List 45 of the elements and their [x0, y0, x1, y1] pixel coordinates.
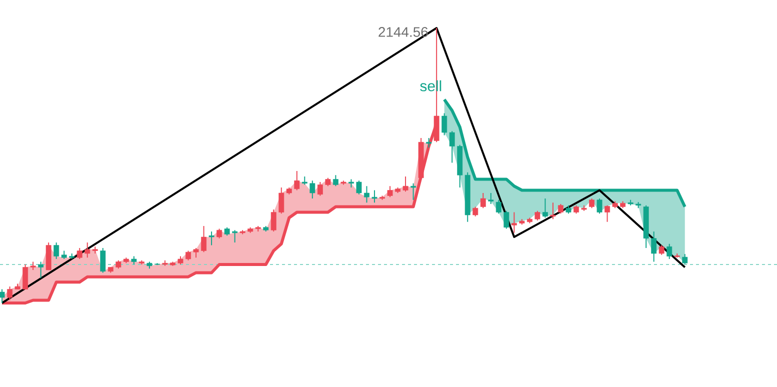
candlestick	[0, 288, 5, 304]
candlestick	[604, 204, 610, 222]
candlestick	[38, 261, 44, 279]
candlestick	[542, 198, 548, 218]
candlestick	[201, 225, 206, 253]
candlestick	[651, 230, 657, 262]
candlestick	[480, 192, 486, 209]
candlestick	[208, 230, 214, 246]
candlestick	[22, 264, 28, 290]
candlestick	[76, 247, 82, 260]
candlestick	[402, 176, 408, 192]
candlestick	[596, 198, 602, 214]
candlestick	[356, 180, 362, 195]
candlestick	[270, 208, 276, 232]
candlestick	[534, 210, 540, 221]
candlestick	[472, 206, 478, 217]
candlestick	[550, 202, 556, 220]
candlestick	[232, 230, 238, 243]
candlestick	[216, 228, 222, 239]
candlestick	[658, 244, 664, 256]
candlestick	[7, 286, 12, 301]
annotation: 2144.56	[378, 27, 428, 37]
candlestick	[410, 182, 416, 200]
candlestick	[496, 199, 502, 214]
candlestick	[666, 243, 672, 260]
candlestick	[100, 247, 106, 274]
candlestick	[558, 203, 564, 214]
candlestick	[504, 210, 510, 230]
candlestick	[426, 137, 432, 148]
candlestick	[186, 250, 191, 261]
candlestick	[682, 254, 688, 264]
candlestick	[511, 212, 517, 234]
candlestick	[442, 112, 448, 136]
candlestick	[364, 186, 370, 204]
candlestick	[589, 198, 594, 209]
candlestick	[332, 174, 338, 187]
candlestick	[294, 170, 300, 191]
candlestick	[449, 130, 455, 164]
candlestick	[310, 180, 316, 199]
candlestick	[193, 247, 199, 258]
candlestick	[54, 242, 60, 260]
candlestick	[317, 181, 323, 196]
candlestick	[488, 192, 494, 204]
candlestick	[372, 190, 378, 204]
candlestick	[387, 186, 393, 198]
